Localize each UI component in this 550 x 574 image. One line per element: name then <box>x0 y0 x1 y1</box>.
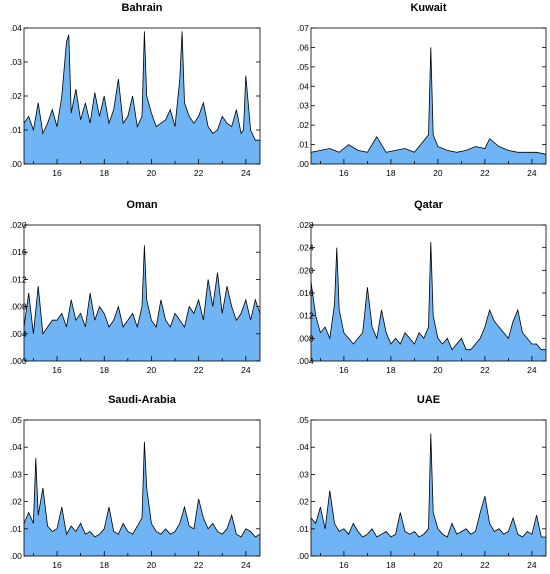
x-tick-label: 20 <box>147 365 157 375</box>
panel-oman: Oman .000 .004 .008 .012 .016 .020 16 18 20 22 24 <box>10 199 261 375</box>
x-tick-label: 20 <box>433 560 443 570</box>
x-tick-label: 18 <box>386 365 396 375</box>
x-tick-label: 18 <box>386 168 396 178</box>
y-tick-label: .07 <box>297 23 309 33</box>
x-tick-label: 22 <box>480 365 490 375</box>
plot-frame <box>23 224 261 362</box>
y-tick-label: .05 <box>10 415 22 425</box>
y-tick-label: .01 <box>10 524 22 534</box>
x-tick-label: 24 <box>527 365 537 375</box>
y-tick-label: .000 <box>10 356 27 366</box>
x-tick-label: 24 <box>527 560 537 570</box>
panel-title: Qatar <box>414 199 443 211</box>
y-tick-label: .03 <box>297 101 309 111</box>
y-tick-label: .04 <box>297 442 309 452</box>
x-tick-label: 20 <box>147 560 157 570</box>
x-tick-label: 22 <box>480 560 490 570</box>
panel-title: UAE <box>417 394 440 406</box>
x-tick-label: 22 <box>194 168 204 178</box>
series-area <box>24 441 260 556</box>
y-tick-label: .01 <box>297 140 309 150</box>
x-tick-label: 16 <box>52 168 62 178</box>
y-tick-label: .02 <box>10 497 22 507</box>
panel-kuwait: Kuwait .00 .01 .02 .03 .04 .05 .06 .07 16 18 20 22 24 <box>297 2 547 178</box>
x-tick-label: 20 <box>433 168 443 178</box>
series-line <box>23 245 261 335</box>
y-tick-label: .00 <box>10 551 22 561</box>
series-line <box>310 241 546 351</box>
panel-bahrain: Bahrain .00 .01 .02 .03 .04 16 18 20 22 24 <box>10 2 261 178</box>
x-tick-label: 24 <box>241 365 251 375</box>
series-area <box>24 245 260 361</box>
y-tick-label: .004 <box>297 356 314 366</box>
x-tick-label: 16 <box>52 560 62 570</box>
x-tick-label: 18 <box>100 168 110 178</box>
series-line <box>23 441 261 538</box>
x-tick-label: 24 <box>241 560 251 570</box>
panel-title: Oman <box>126 199 157 211</box>
y-tick-label: .03 <box>10 57 22 67</box>
y-tick-label: .01 <box>10 125 22 135</box>
y-tick-label: .008 <box>297 333 314 343</box>
y-tick-label: .00 <box>297 551 309 561</box>
y-tick-label: .004 <box>10 329 27 339</box>
y-tick-label: .024 <box>297 243 314 253</box>
x-tick-label: 16 <box>339 168 349 178</box>
panel-uae: UAE .00 .01 .02 .03 .04 .05 16 18 20 22 24 <box>297 394 547 570</box>
x-tick-label: 22 <box>194 365 204 375</box>
x-tick-label: 22 <box>194 560 204 570</box>
y-tick-label: .01 <box>297 524 309 534</box>
y-tick-label: .06 <box>297 42 309 52</box>
y-tick-label: .016 <box>297 288 314 298</box>
y-tick-label: .04 <box>297 81 309 91</box>
panel-title: Saudi-Arabia <box>108 394 177 406</box>
y-tick-label: .03 <box>297 469 309 479</box>
x-tick-label: 20 <box>433 365 443 375</box>
y-tick-label: .020 <box>297 265 314 275</box>
y-tick-label: .00 <box>297 159 309 169</box>
x-tick-label: 22 <box>480 168 490 178</box>
series-area <box>24 31 260 165</box>
y-tick-label: .04 <box>10 442 22 452</box>
x-tick-label: 18 <box>100 365 110 375</box>
x-tick-label: 18 <box>100 560 110 570</box>
x-tick-label: 18 <box>386 560 396 570</box>
series-line <box>310 433 546 538</box>
y-tick-label: .03 <box>10 469 22 479</box>
x-tick-label: 20 <box>147 168 157 178</box>
panel-title: Kuwait <box>410 2 446 14</box>
y-tick-label: .008 <box>10 302 27 312</box>
y-tick-label: .04 <box>10 23 22 33</box>
panel-title: Bahrain <box>122 2 163 14</box>
y-tick-label: .012 <box>10 274 27 284</box>
series-area <box>311 433 546 556</box>
y-tick-label: .05 <box>297 415 309 425</box>
y-tick-label: .00 <box>10 159 22 169</box>
y-tick-label: .05 <box>297 62 309 72</box>
y-tick-label: .02 <box>10 91 22 101</box>
x-tick-label: 16 <box>52 365 62 375</box>
series-line <box>310 47 547 155</box>
series-area <box>311 242 546 361</box>
panel-saudi-arabia: Saudi-Arabia .00 .01 .02 .03 .04 .05 16 18 20 22 24 <box>10 394 261 570</box>
y-tick-label: .012 <box>297 311 314 321</box>
x-tick-label: 16 <box>339 560 349 570</box>
y-tick-label: .02 <box>297 120 309 130</box>
plot-frame <box>23 419 261 557</box>
plot-frame <box>310 419 547 557</box>
x-tick-label: 24 <box>527 168 537 178</box>
y-tick-label: .020 <box>10 220 27 230</box>
series-line <box>23 31 260 141</box>
panel-qatar: Qatar .004 .008 .012 .016 .020 .024 .028 16 18 20 2… <box>297 199 547 375</box>
y-tick-label: .016 <box>10 247 27 257</box>
x-tick-label: 16 <box>339 365 349 375</box>
y-tick-label: .02 <box>297 497 309 507</box>
plot-frame <box>310 27 547 165</box>
y-tick-label: .028 <box>297 220 314 230</box>
x-tick-label: 24 <box>241 168 251 178</box>
